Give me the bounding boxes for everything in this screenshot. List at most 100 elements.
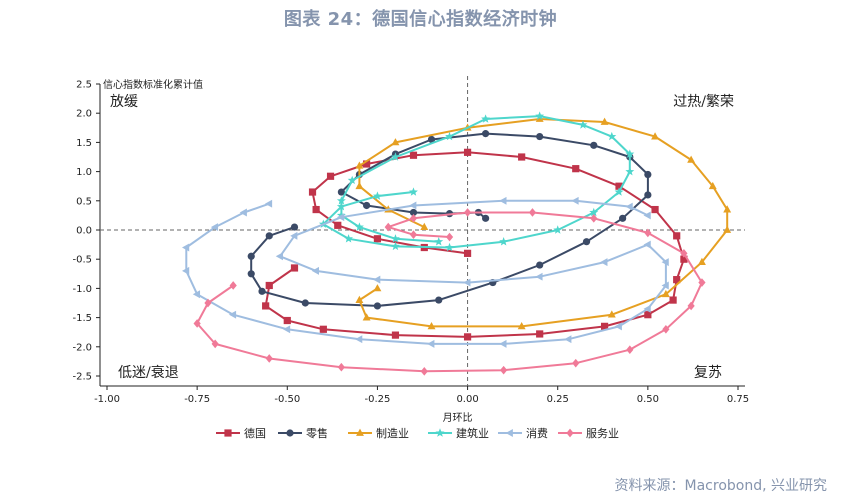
- data-point-construction: [336, 196, 346, 205]
- data-point-consumer: [337, 213, 345, 222]
- data-point-germany: [262, 302, 270, 310]
- data-point-consumer: [192, 290, 201, 299]
- data-point-retail: [247, 270, 255, 278]
- data-point-construction: [391, 234, 400, 243]
- data-point-consumer: [409, 201, 417, 210]
- legend-label-consumer: 消费: [526, 426, 548, 440]
- data-point-services: [265, 354, 273, 363]
- quadrant-label-top-left: 放缓: [110, 94, 138, 110]
- x-axis-label: 月环比: [443, 412, 473, 424]
- data-point-germany: [290, 264, 299, 272]
- data-point-consumer: [290, 231, 298, 240]
- data-point-manufacturing: [420, 222, 429, 230]
- data-point-services: [409, 214, 418, 223]
- data-point-services: [409, 230, 418, 239]
- legend-marker-retail: [286, 429, 294, 437]
- data-point-services: [420, 367, 428, 376]
- data-point-manufacturing: [355, 161, 364, 169]
- data-point-germany: [644, 311, 652, 319]
- y-tick-label: -0.5: [72, 255, 92, 266]
- data-point-retail: [290, 223, 299, 231]
- legend-label-manufacturing: 制造业: [376, 426, 409, 440]
- data-point-consumer: [661, 258, 669, 267]
- data-point-germany: [680, 255, 688, 263]
- data-point-consumer: [614, 322, 622, 331]
- data-point-manufacturing: [723, 225, 732, 233]
- data-point-germany: [391, 331, 400, 339]
- data-point-services: [644, 228, 652, 238]
- y-tick-label: 0.0: [76, 226, 92, 237]
- data-point-manufacturing: [723, 205, 732, 213]
- data-point-retail: [644, 170, 652, 179]
- y-tick-label: -1.0: [72, 284, 92, 295]
- data-point-services: [590, 214, 598, 223]
- data-point-consumer: [210, 223, 219, 232]
- data-point-germany: [373, 235, 382, 243]
- data-point-services: [193, 319, 201, 328]
- data-point-consumer: [373, 275, 381, 284]
- data-point-retail: [373, 302, 382, 310]
- data-point-consumer: [600, 258, 608, 267]
- data-point-manufacturing: [708, 181, 717, 190]
- data-point-construction: [391, 152, 400, 161]
- legend-marker-consumer: [505, 429, 513, 437]
- chart-title: 图表 24：德国信心指数经济时钟: [283, 9, 558, 30]
- data-point-construction: [625, 166, 635, 176]
- data-point-germany: [463, 148, 472, 156]
- data-point-retail: [644, 191, 652, 199]
- y-tick-label: -1.5: [72, 313, 92, 324]
- data-point-consumer: [535, 272, 543, 281]
- data-point-manufacturing: [661, 289, 670, 298]
- data-point-germany: [363, 160, 371, 168]
- data-point-services: [500, 365, 508, 375]
- data-point-construction: [336, 202, 346, 211]
- data-point-services: [204, 298, 212, 308]
- y-tick-label: -2.0: [72, 342, 92, 353]
- data-point-germany: [409, 151, 418, 159]
- data-point-germany: [265, 281, 273, 290]
- data-point-consumer: [282, 325, 291, 334]
- legend-label-construction: 建筑业: [456, 426, 489, 440]
- data-point-germany: [308, 188, 317, 196]
- data-point-consumer: [499, 196, 507, 205]
- data-point-services: [445, 232, 454, 242]
- data-point-retail: [619, 214, 627, 222]
- data-point-construction: [391, 241, 400, 251]
- data-point-retail: [536, 132, 544, 141]
- data-point-services: [528, 208, 537, 217]
- legend-label-retail: 零售: [306, 426, 328, 440]
- data-point-construction: [578, 120, 588, 129]
- data-point-manufacturing: [651, 132, 660, 140]
- legend-marker-germany: [224, 429, 232, 437]
- data-point-germany: [615, 182, 623, 190]
- series-line-retail: [250, 132, 649, 307]
- data-point-retail: [247, 252, 255, 260]
- data-point-retail: [590, 141, 598, 149]
- data-point-germany: [536, 330, 544, 338]
- data-point-construction: [589, 207, 599, 217]
- data-point-manufacturing: [697, 257, 706, 265]
- data-point-germany: [600, 322, 609, 330]
- data-point-services: [384, 222, 392, 232]
- data-point-consumer: [643, 240, 651, 249]
- data-point-consumer: [182, 266, 190, 275]
- data-point-manufacturing: [355, 181, 364, 190]
- data-point-manufacturing: [427, 322, 436, 330]
- x-tick-label: -0.75: [184, 394, 210, 405]
- legend-label-services: 服务业: [586, 427, 619, 440]
- data-point-services: [211, 339, 219, 349]
- source-note: 资料来源：Macrobond, 兴业研究: [614, 478, 827, 494]
- data-point-construction: [409, 187, 418, 196]
- data-point-retail: [435, 296, 443, 304]
- data-point-manufacturing: [687, 155, 696, 163]
- quadrant-label-bottom-right: 复苏: [694, 364, 722, 381]
- quadrant-label-top-right: 过热/繁荣: [673, 94, 734, 110]
- legend-label-germany: 德国: [244, 426, 266, 440]
- data-point-consumer: [625, 202, 633, 211]
- data-point-construction: [434, 237, 444, 246]
- data-point-construction: [481, 114, 491, 123]
- data-point-services: [572, 358, 580, 368]
- data-point-consumer: [643, 304, 651, 313]
- y-tick-label: -2.5: [72, 372, 92, 383]
- data-point-germany: [326, 172, 335, 180]
